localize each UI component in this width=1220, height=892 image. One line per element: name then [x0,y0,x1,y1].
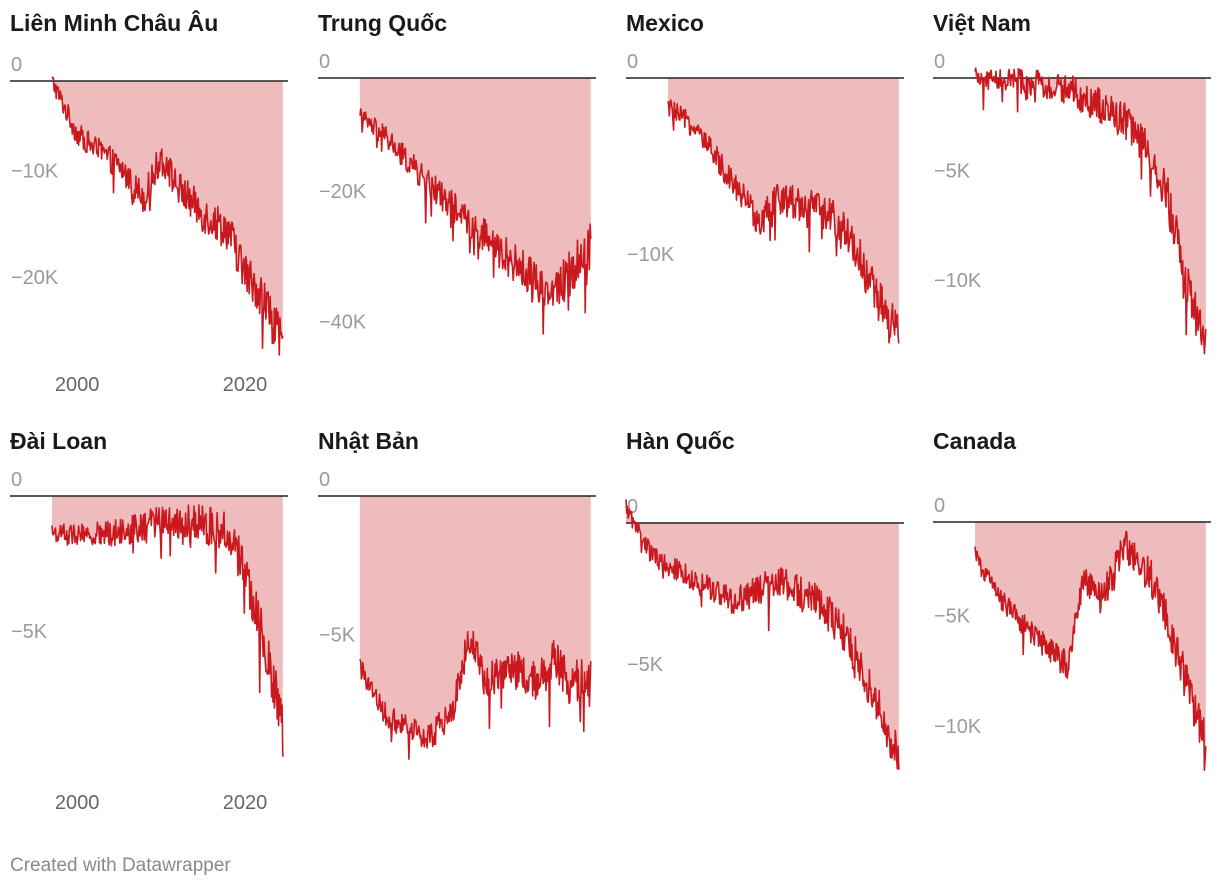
y-tick-label: −20K [319,181,367,203]
chart-panel-japan: Nhật Bản 0 −5K [318,428,618,828]
x-tick-label: 2000 [55,374,100,396]
area-fill [360,496,591,760]
chart-svg: 0 −5K 2000 2020 [10,469,288,814]
chart-title: Liên Minh Châu Âu [10,10,219,36]
y-tick-label: −10K [934,270,982,292]
chart-panel-china: Trung Quốc 0 −20K −40K [318,10,618,410]
y-tick-label: 0 [934,495,945,517]
chart-title: Mexico [626,10,704,36]
y-tick-label: −10K [627,244,675,266]
series-line [51,504,284,757]
series-line [625,499,900,770]
x-tick-label: 2020 [223,374,268,396]
area-fill [52,496,283,757]
chart-svg: 0 −10K −20K 2000 2020 [10,54,288,396]
area-fill [668,78,899,344]
chart-svg: 0 −5K [625,496,904,770]
area-fill [975,68,1206,354]
chart-title: Đài Loan [10,428,108,454]
x-tick-label: 2020 [223,792,268,814]
x-tick-label: 2000 [55,792,100,814]
chart-title: Việt Nam [933,10,1032,36]
y-tick-label: 0 [627,496,638,518]
chart-svg: 0 −5K −10K [933,51,1211,355]
chart-svg: 0 −20K −40K [318,51,596,335]
y-tick-label: 0 [627,51,638,73]
chart-title: Trung Quốc [318,10,448,36]
area-fill [360,78,591,334]
y-tick-label: 0 [11,469,22,491]
y-tick-label: 0 [11,54,22,76]
y-tick-label: −40K [319,311,367,333]
y-tick-label: −10K [934,716,982,738]
chart-svg: 0 −5K −10K [933,495,1211,772]
area-fill [626,499,899,770]
y-tick-label: −20K [11,267,59,289]
series-line [359,108,592,335]
y-tick-label: −5K [627,654,664,676]
series-line [667,99,900,344]
chart-title: Canada [933,428,1017,454]
y-tick-label: −5K [11,621,48,643]
chart-panel-korea: Hàn Quốc 0 −5K [625,428,926,828]
y-tick-label: −5K [319,625,356,647]
chart-svg: 0 −5K [318,469,596,760]
series-line [51,76,284,356]
y-tick-label: 0 [319,51,330,73]
chart-panel-taiwan: Đài Loan 0 −5K 2000 2020 [10,428,310,828]
y-tick-label: −10K [11,161,59,183]
y-tick-label: −5K [934,605,971,627]
chart-svg: 0 −10K [626,51,904,344]
chart-title: Hàn Quốc [626,428,735,454]
series-line [359,630,592,760]
footer-credit: Created with Datawrapper [10,855,231,876]
y-tick-label: 0 [319,469,330,491]
area-fill [975,522,1206,771]
series-line [974,67,1207,355]
series-line [974,530,1207,772]
chart-panel-eu: Liên Minh Châu Âu 0 −10K −20K 2000 2020 [10,10,310,410]
chart-title: Nhật Bản [318,428,419,454]
y-tick-label: −5K [934,160,971,182]
y-tick-label: 0 [934,51,945,73]
area-fill [52,76,283,355]
chart-panel-mexico: Mexico 0 −10K [626,10,926,410]
chart-panel-vietnam: Việt Nam 0 −5K −10K [933,10,1220,410]
chart-panel-canada: Canada 0 −5K −10K [933,428,1220,828]
